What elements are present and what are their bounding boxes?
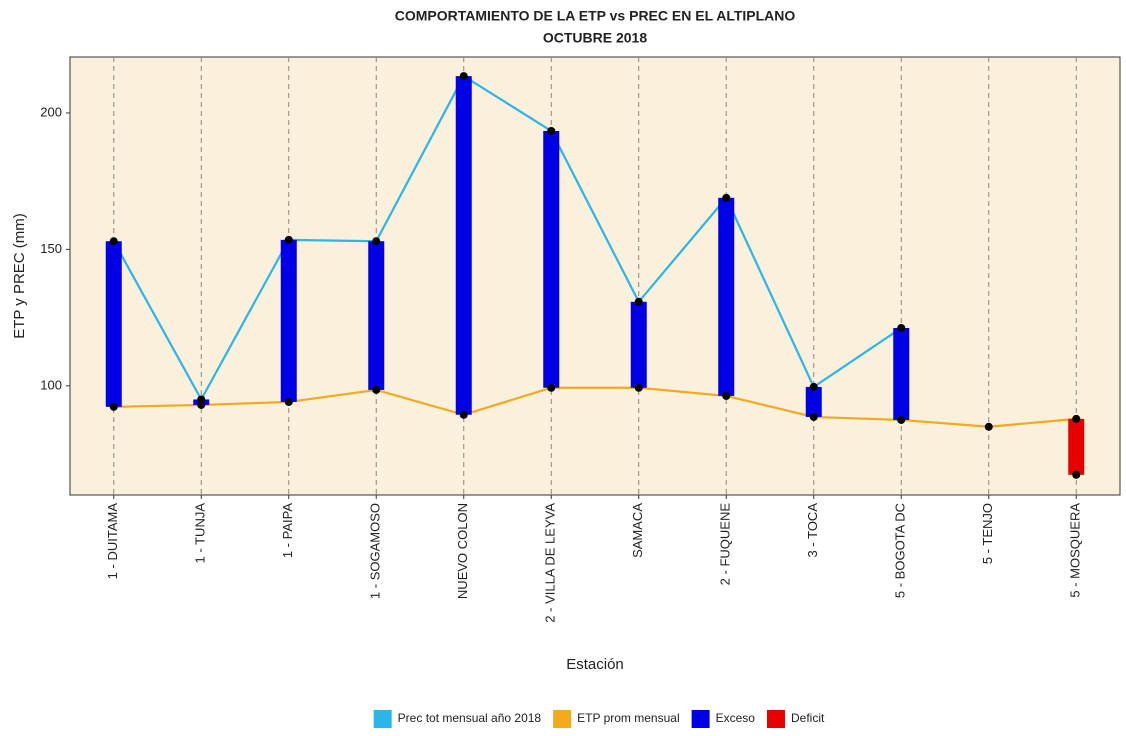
- bar-exceso: [543, 130, 560, 388]
- point: [459, 410, 468, 419]
- point: [459, 72, 468, 81]
- line: [113, 386, 1077, 428]
- point: [634, 297, 643, 306]
- point: [1072, 470, 1081, 479]
- x-tick-label: 1 - SOGAMOSO: [368, 503, 383, 599]
- y-tick-label: 200: [40, 104, 62, 119]
- x-tick-label: 1 - PAIPA: [280, 503, 295, 558]
- point: [284, 397, 293, 406]
- point: [634, 383, 643, 392]
- y-tick-label: 100: [40, 377, 62, 392]
- chart-title: COMPORTAMIENTO DE LA ETP vs PREC EN EL A…: [395, 8, 796, 24]
- point: [897, 415, 906, 424]
- bar-exceso: [630, 301, 647, 388]
- x-axis-title: Estación: [566, 656, 624, 673]
- legend-swatch: [553, 710, 572, 728]
- x-tick-label: 1 - TUNJA: [193, 503, 208, 564]
- x-tick-label: 5 - TENJO: [980, 503, 995, 564]
- x-tick-label: SAMACA: [630, 503, 645, 558]
- point: [897, 323, 906, 332]
- x-tick-label: NUEVO COLON: [455, 503, 470, 599]
- legend: Prec tot mensual año 2018 ETP prom mensua…: [373, 710, 825, 728]
- point: [547, 383, 556, 392]
- legend-swatch: [691, 710, 710, 728]
- legend-label: Deficit: [791, 711, 825, 725]
- legend-label: Exceso: [716, 711, 756, 725]
- legend-label: Prec tot mensual año 2018: [398, 711, 542, 725]
- point: [547, 126, 556, 135]
- line: [112, 74, 902, 402]
- bar-deficit: [1068, 418, 1085, 475]
- bar-exceso: [805, 386, 822, 417]
- point: [109, 237, 118, 246]
- bar-exceso: [105, 241, 122, 407]
- bar-exceso: [280, 239, 297, 402]
- bar-exceso: [368, 241, 385, 390]
- legend-label: ETP prom mensual: [577, 711, 680, 725]
- point: [722, 391, 731, 400]
- y-axis-title: ETP y PREC (mm): [11, 213, 28, 339]
- legend-swatch: [373, 710, 392, 728]
- plot-area: [69, 56, 1121, 496]
- x-tick-label: 5 - MOSQUERA: [1068, 503, 1083, 598]
- bar-exceso: [893, 327, 910, 420]
- bar-exceso: [718, 197, 735, 396]
- point: [372, 237, 381, 246]
- chart-subtitle: OCTUBRE 2018: [543, 30, 647, 46]
- x-tick-label: 3 - TOCA: [805, 503, 820, 558]
- y-tick-label: 150: [40, 241, 62, 256]
- point: [809, 412, 818, 421]
- point: [984, 422, 993, 431]
- point: [372, 385, 381, 394]
- point: [284, 235, 293, 244]
- x-tick-label: 2 - VILLA DE LEYVA: [543, 503, 558, 623]
- legend-swatch: [766, 710, 785, 728]
- point: [809, 382, 818, 391]
- point: [197, 400, 206, 409]
- point: [1072, 414, 1081, 423]
- bar-exceso: [455, 76, 472, 415]
- x-tick-label: 5 - BOGOTA DC: [893, 503, 908, 598]
- x-tick-label: 1 - DUITAMA: [105, 503, 120, 580]
- point: [722, 193, 731, 202]
- x-tick-label: 2 - FUQUENE: [718, 503, 733, 586]
- point: [109, 402, 118, 411]
